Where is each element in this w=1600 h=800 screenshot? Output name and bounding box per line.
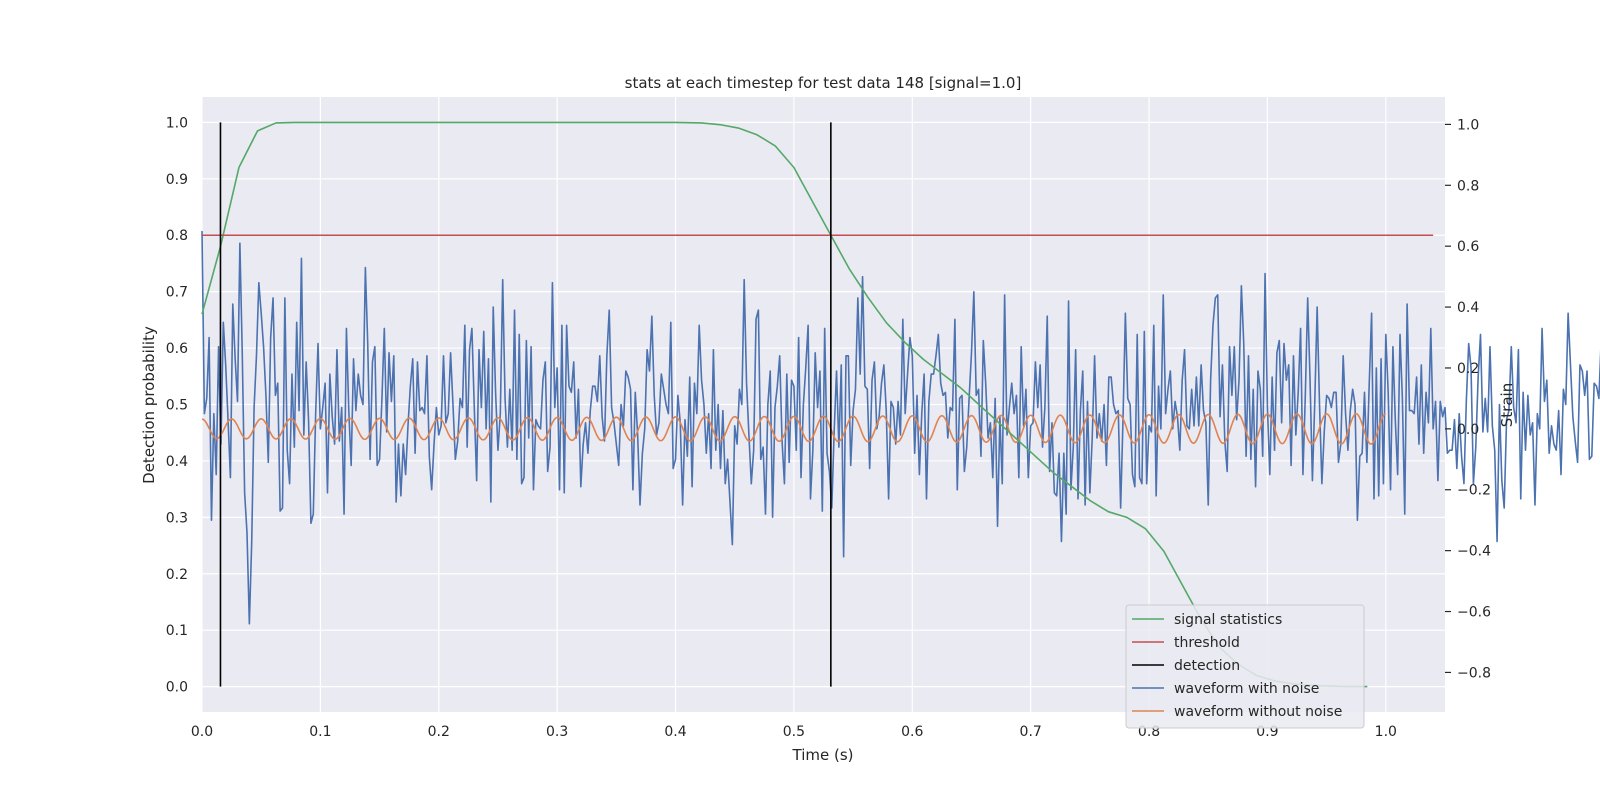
y-axis-label: Detection probability (140, 326, 158, 484)
y-tick-label: 0.6 (166, 341, 188, 357)
x-tick-label: 0.4 (664, 724, 686, 740)
y-tick-label: 0.1 (166, 623, 188, 639)
y2-tick-label: 0.6 (1457, 239, 1479, 255)
legend-label: waveform with noise (1174, 681, 1319, 697)
y2-tick-label: 0.8 (1457, 178, 1479, 194)
legend-label: waveform without noise (1174, 704, 1342, 720)
y-tick-label: 0.5 (166, 398, 188, 414)
x-tick-label: 0.2 (428, 724, 450, 740)
series-layer (201, 121, 1600, 688)
y-tick-label: 0.9 (166, 172, 188, 188)
y-tick-label: 1.0 (166, 115, 188, 131)
y2-axis-label: Strain (1498, 383, 1516, 427)
x-tick-label: 0.3 (546, 724, 568, 740)
chart-title: stats at each timestep for test data 148… (625, 74, 1022, 92)
x-tick-label: 1.0 (1375, 724, 1397, 740)
x-tick-label: 0.0 (191, 724, 213, 740)
x-tick-label: 0.1 (309, 724, 331, 740)
legend-label: threshold (1174, 635, 1240, 651)
legend-label: detection (1174, 658, 1240, 674)
y2-tick-label: 0.2 (1457, 361, 1479, 377)
legend-label: signal statistics (1174, 612, 1282, 628)
y-tick-label: 0.4 (166, 454, 188, 470)
y2-tick-label: −0.6 (1457, 605, 1491, 621)
y2-tick-label: 1.0 (1457, 117, 1479, 133)
y2-tick-label: −0.4 (1457, 544, 1491, 560)
series-waveform-with-noise (201, 230, 1600, 625)
y2-tick-label: −0.2 (1457, 483, 1491, 499)
legend: signal statistics threshold detection wavef… (1125, 604, 1365, 729)
legend-box (1125, 604, 1365, 729)
y2-tick-label: 0.0 (1457, 422, 1479, 438)
y-tick-label: 0.0 (166, 680, 188, 696)
y-tick-label: 0.3 (166, 510, 188, 526)
y-tick-label: 0.7 (166, 285, 188, 301)
x-tick-label: 0.7 (1020, 724, 1042, 740)
x-axis-label: Time (s) (792, 746, 854, 764)
y2-tick-label: 0.4 (1457, 300, 1479, 316)
y-tick-label: 0.2 (166, 567, 188, 583)
y-tick-label: 0.8 (166, 228, 188, 244)
y2-tick-label: −0.8 (1457, 665, 1491, 681)
series-waveform-without-noise (201, 412, 1387, 445)
x-tick-label: 0.5 (783, 724, 805, 740)
x-tick-label: 0.6 (901, 724, 923, 740)
